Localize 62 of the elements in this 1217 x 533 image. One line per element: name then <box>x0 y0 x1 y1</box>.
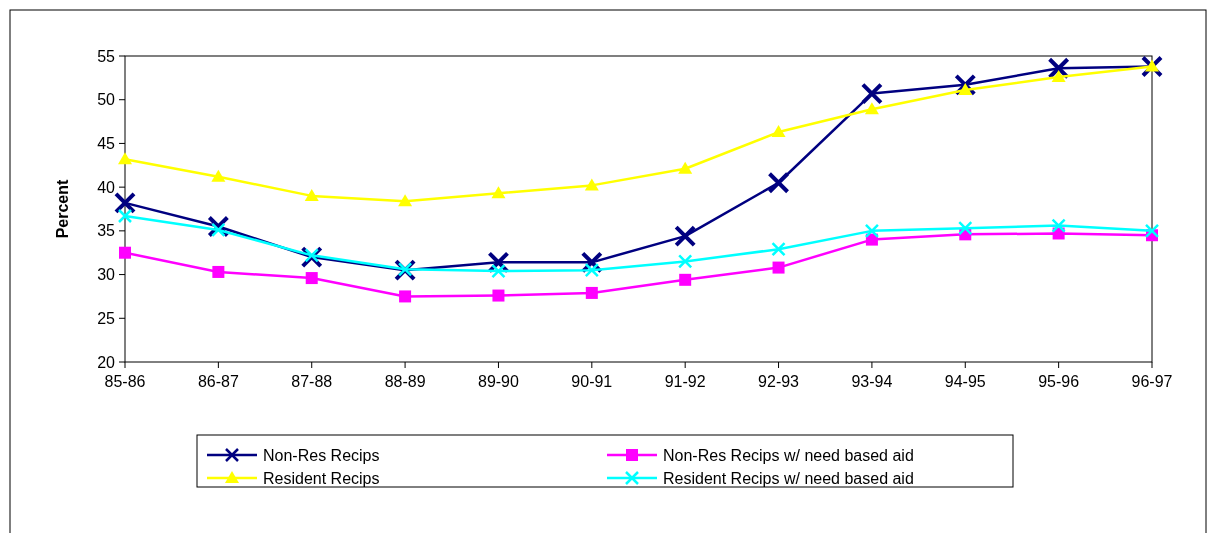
x-tick-label: 87-88 <box>291 373 333 390</box>
point <box>771 125 786 138</box>
point <box>1144 223 1160 239</box>
point <box>211 169 226 182</box>
point <box>118 152 132 165</box>
point <box>1145 59 1159 72</box>
x-tick-label: 85-86 <box>104 373 146 390</box>
point <box>212 265 225 278</box>
point <box>584 262 600 278</box>
point <box>304 248 319 263</box>
x-tick-label: 94-95 <box>944 373 986 390</box>
point <box>491 186 506 199</box>
legend-label: Resident Recips w/ need based aid <box>663 469 914 487</box>
point <box>114 191 136 214</box>
point <box>211 222 226 238</box>
point <box>772 261 785 274</box>
point <box>674 225 697 248</box>
point <box>119 246 131 259</box>
y-tick-label: 30 <box>97 266 116 284</box>
point <box>767 171 790 194</box>
x-tick-label: 90-91 <box>571 373 613 390</box>
point <box>1141 55 1163 78</box>
legend-label: Non-Res Recips <box>263 446 380 464</box>
y-tick-label: 45 <box>97 135 116 153</box>
point <box>304 188 319 201</box>
x-tick-label: 93-94 <box>851 373 893 390</box>
y-tick-label: 20 <box>97 353 116 371</box>
point <box>117 208 133 224</box>
point <box>677 254 693 269</box>
y-tick-label: 40 <box>97 178 116 196</box>
x-tick-label: 91-92 <box>664 373 706 390</box>
y-tick-label: 25 <box>97 309 116 327</box>
point <box>771 241 786 257</box>
point <box>584 178 599 191</box>
x-tick-label: 86-87 <box>197 373 239 390</box>
x-tick-label: 89-90 <box>477 373 520 390</box>
point <box>492 289 505 302</box>
x-tick-label: 96-97 <box>1131 373 1173 390</box>
point <box>305 272 318 285</box>
point <box>860 82 883 105</box>
point <box>399 290 412 303</box>
x-tick-label: 95-96 <box>1038 373 1080 390</box>
point <box>864 223 880 239</box>
point <box>397 262 413 277</box>
point <box>678 161 693 174</box>
y-tick-label: 55 <box>97 47 116 65</box>
y-tick-label: 50 <box>97 91 116 109</box>
point <box>1051 69 1066 82</box>
point <box>679 273 692 286</box>
x-tick-label: 88-89 <box>384 373 426 390</box>
y-tick-label: 35 <box>97 222 116 240</box>
point <box>585 286 598 299</box>
point <box>1051 218 1066 233</box>
point <box>958 220 973 236</box>
point <box>958 83 973 96</box>
point <box>491 263 506 279</box>
legend-label: Non-Res Recips w/ need based aid <box>663 446 914 464</box>
point <box>398 194 413 207</box>
legend-label: Resident Recips <box>263 469 380 487</box>
x-tick-label: 92-93 <box>758 373 800 390</box>
point <box>864 102 879 115</box>
y-axis-title: Percent <box>54 178 71 239</box>
